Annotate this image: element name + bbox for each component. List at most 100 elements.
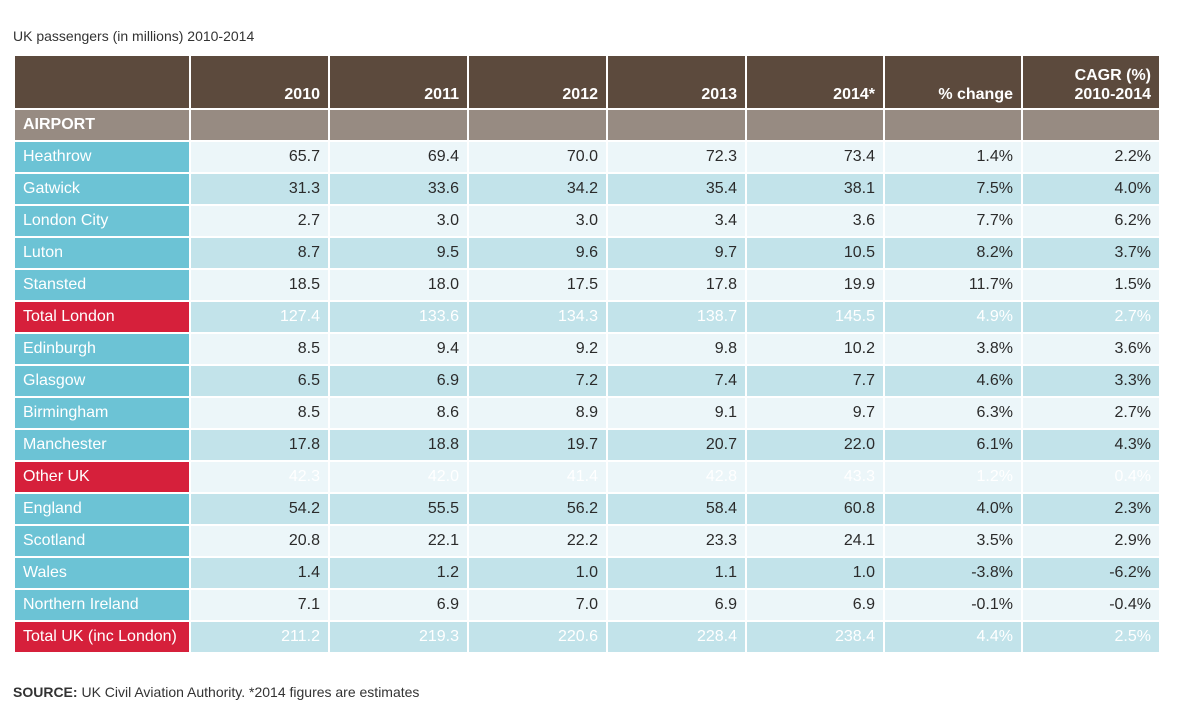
- table-row: Stansted 18.5 18.0 17.5 17.8 19.9 11.7% 1.5%: [13, 268, 1161, 302]
- row-label: Total London: [13, 300, 191, 334]
- table-cell: 6.9: [606, 588, 747, 622]
- total-row: Total London 127.4 133.6 134.3 138.7 145.5 4.9…: [13, 300, 1161, 334]
- table-cell: 4.9%: [883, 300, 1023, 334]
- table-cell: 42.3: [189, 460, 330, 494]
- table-cell: -6.2%: [1021, 556, 1161, 590]
- column-header-2014: 2014*: [745, 54, 885, 110]
- table-cell: 17.5: [467, 268, 608, 302]
- table-row: Gatwick 31.3 33.6 34.2 35.4 38.1 7.5% 4.0%: [13, 172, 1161, 206]
- table-cell: 20.8: [189, 524, 330, 558]
- table-cell: 0.4%: [1021, 460, 1161, 494]
- table-cell: 4.0%: [1021, 172, 1161, 206]
- table-cell: 20.7: [606, 428, 747, 462]
- table-cell: 1.2: [328, 556, 469, 590]
- column-header-2012: 2012: [467, 54, 608, 110]
- table-cell: 1.2%: [883, 460, 1023, 494]
- table-row: Luton 8.7 9.5 9.6 9.7 10.5 8.2% 3.7%: [13, 236, 1161, 270]
- table-cell: 72.3: [606, 140, 747, 174]
- table-cell: 3.7%: [1021, 236, 1161, 270]
- row-label: Edinburgh: [13, 332, 191, 366]
- table-cell: 2.2%: [1021, 140, 1161, 174]
- table-cell: 9.8: [606, 332, 747, 366]
- source-note: SOURCE: UK Civil Aviation Authority. *20…: [13, 684, 419, 700]
- table-cell: 138.7: [606, 300, 747, 334]
- table-cell: 9.7: [745, 396, 885, 430]
- table-cell: 9.7: [606, 236, 747, 270]
- table-cell: 23.3: [606, 524, 747, 558]
- table-cell: 17.8: [189, 428, 330, 462]
- row-label: Wales: [13, 556, 191, 590]
- source-label: SOURCE:: [13, 684, 78, 700]
- table-cell: 6.9: [328, 588, 469, 622]
- total-row: Total UK (inc London) 211.2 219.3 220.6 228.…: [13, 620, 1161, 654]
- table-cell: 6.5: [189, 364, 330, 398]
- table-cell: 133.6: [328, 300, 469, 334]
- table-cell: 134.3: [467, 300, 608, 334]
- table-cell: 6.9: [328, 364, 469, 398]
- source-text: UK Civil Aviation Authority. *2014 figur…: [77, 684, 420, 700]
- band-cell: [883, 108, 1023, 142]
- table-cell: 2.3%: [1021, 492, 1161, 526]
- table-cell: 7.4: [606, 364, 747, 398]
- band-cell: [189, 108, 330, 142]
- table-cell: 2.7: [189, 204, 330, 238]
- table-cell: -0.1%: [883, 588, 1023, 622]
- table-cell: 65.7: [189, 140, 330, 174]
- table-cell: 19.9: [745, 268, 885, 302]
- table-cell: 69.4: [328, 140, 469, 174]
- table-cell: 60.8: [745, 492, 885, 526]
- table-cell: 18.0: [328, 268, 469, 302]
- table-cell: 7.2: [467, 364, 608, 398]
- table-cell: 6.9: [745, 588, 885, 622]
- column-header-row: 2010 2011 2012 2013 2014* % change CAGR …: [13, 54, 1161, 110]
- table-cell: 3.6%: [1021, 332, 1161, 366]
- table-cell: 9.2: [467, 332, 608, 366]
- table-cell: 31.3: [189, 172, 330, 206]
- table-cell: 228.4: [606, 620, 747, 654]
- band-cell: [745, 108, 885, 142]
- table-row: Northern Ireland 7.1 6.9 7.0 6.9 6.9 -0.1% -0.4…: [13, 588, 1161, 622]
- table-cell: 1.0: [467, 556, 608, 590]
- table-cell: 2.5%: [1021, 620, 1161, 654]
- table-cell: 2.9%: [1021, 524, 1161, 558]
- row-label: Northern Ireland: [13, 588, 191, 622]
- table-cell: 73.4: [745, 140, 885, 174]
- table-row: Glasgow 6.5 6.9 7.2 7.4 7.7 4.6% 3.3%: [13, 364, 1161, 398]
- table-cell: 54.2: [189, 492, 330, 526]
- table-row: Heathrow 65.7 69.4 70.0 72.3 73.4 1.4% 2.2%: [13, 140, 1161, 174]
- table-cell: 3.5%: [883, 524, 1023, 558]
- table-cell: 6.2%: [1021, 204, 1161, 238]
- table-cell: 11.7%: [883, 268, 1023, 302]
- table-cell: 22.0: [745, 428, 885, 462]
- table-cell: 3.6: [745, 204, 885, 238]
- row-header-band: AIRPORT: [13, 108, 1161, 142]
- column-header-2010: 2010: [189, 54, 330, 110]
- row-label: London City: [13, 204, 191, 238]
- table-cell: 7.7: [745, 364, 885, 398]
- table-cell: 18.5: [189, 268, 330, 302]
- table-cell: 1.4: [189, 556, 330, 590]
- table-cell: 2.7%: [1021, 396, 1161, 430]
- table-row: England 54.2 55.5 56.2 58.4 60.8 4.0% 2.3%: [13, 492, 1161, 526]
- table-row: Wales 1.4 1.2 1.0 1.1 1.0 -3.8% -6.2%: [13, 556, 1161, 590]
- table-row: Manchester 17.8 18.8 19.7 20.7 22.0 6.1% 4.3%: [13, 428, 1161, 462]
- table-cell: 42.8: [606, 460, 747, 494]
- table-cell: 4.3%: [1021, 428, 1161, 462]
- table-cell: 18.8: [328, 428, 469, 462]
- table-cell: 211.2: [189, 620, 330, 654]
- table-cell: 19.7: [467, 428, 608, 462]
- table-cell: 43.3: [745, 460, 885, 494]
- table-body: Heathrow 65.7 69.4 70.0 72.3 73.4 1.4% 2.2% Gatw…: [13, 140, 1161, 654]
- total-row: Other UK 42.3 42.0 41.4 42.8 43.3 1.2% 0.4%: [13, 460, 1161, 494]
- table-cell: 56.2: [467, 492, 608, 526]
- table-row: London City 2.7 3.0 3.0 3.4 3.6 7.7% 6.2%: [13, 204, 1161, 238]
- table-cell: 24.1: [745, 524, 885, 558]
- table-cell: -0.4%: [1021, 588, 1161, 622]
- table-cell: 35.4: [606, 172, 747, 206]
- table-cell: 3.0: [467, 204, 608, 238]
- table-cell: 1.5%: [1021, 268, 1161, 302]
- column-header-cagr: CAGR (%) 2010-2014: [1021, 54, 1161, 110]
- table-cell: 8.5: [189, 332, 330, 366]
- table-cell: 58.4: [606, 492, 747, 526]
- table-cell: 10.5: [745, 236, 885, 270]
